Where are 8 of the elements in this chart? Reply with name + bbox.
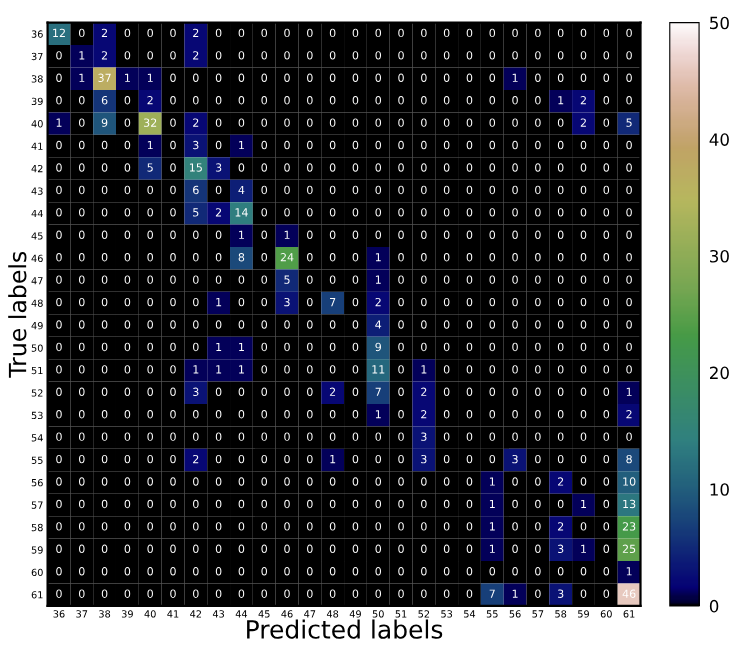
color-bar-label: 10 bbox=[710, 483, 729, 496]
color-bar-label: 40 bbox=[709, 133, 729, 146]
color-bar-label: 20 bbox=[710, 366, 729, 380]
y-axis-title: True labels bbox=[8, 251, 27, 378]
color-bar-label: 0 bbox=[709, 599, 719, 613]
color-bar-label: 30 bbox=[710, 249, 729, 263]
color-bar-label: 50 bbox=[710, 16, 729, 30]
x-axis-title: Predicted labels bbox=[247, 619, 443, 639]
